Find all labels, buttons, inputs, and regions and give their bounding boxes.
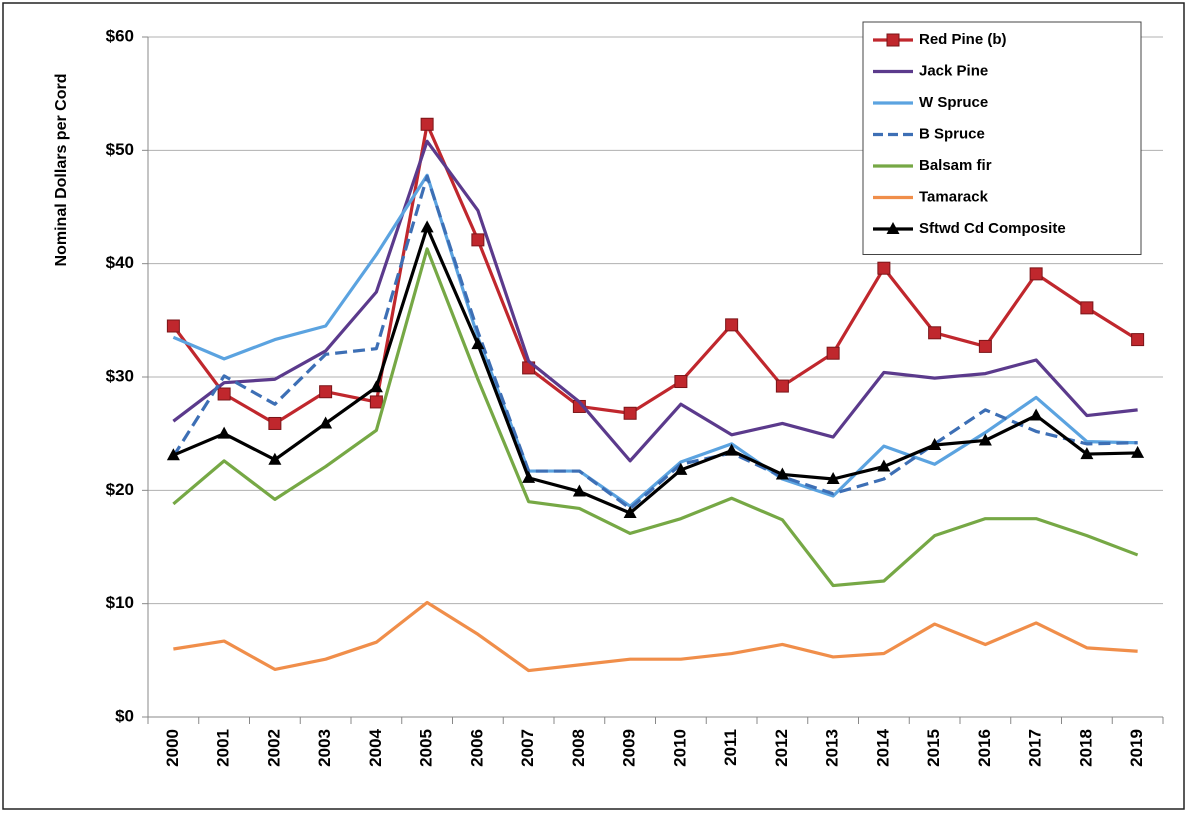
point-marker — [1131, 333, 1145, 347]
point-marker — [319, 416, 333, 429]
legend: Red Pine (b) Jack Pine W Spruce B Spruce Bal… — [862, 21, 1142, 255]
point-marker — [978, 433, 992, 446]
x-tick-label: 2001 — [214, 729, 233, 767]
x-tick-label: 2016 — [975, 729, 994, 767]
x-tick-label: 2005 — [417, 729, 436, 767]
point-marker — [775, 467, 789, 480]
point-marker — [471, 233, 485, 247]
x-tick-label: 2018 — [1076, 729, 1095, 767]
point-marker — [166, 319, 180, 333]
point-marker — [775, 379, 789, 393]
point-marker — [725, 443, 739, 456]
legend-label: B Spruce — [919, 125, 985, 142]
x-tick-label: 2003 — [315, 729, 334, 767]
point-marker — [1080, 447, 1094, 460]
point-marker — [725, 318, 739, 332]
point-marker — [268, 452, 282, 465]
legend-label: Balsam fir — [919, 157, 992, 174]
point-marker — [1029, 267, 1043, 281]
y-tick-label: $0 — [115, 706, 134, 725]
point-marker — [369, 395, 383, 409]
x-tick-label: 2013 — [823, 729, 842, 767]
y-tick-label: $60 — [106, 26, 134, 45]
point-marker — [877, 261, 891, 275]
x-tick-label: 2014 — [873, 728, 892, 766]
point-marker — [217, 387, 231, 401]
point-marker — [1029, 408, 1043, 421]
point-marker — [420, 117, 434, 131]
point-marker — [826, 346, 840, 360]
series-line — [172, 225, 1138, 515]
point-marker — [471, 337, 485, 350]
series-line — [172, 122, 1139, 426]
x-tick-label: 2017 — [1026, 729, 1045, 767]
point-marker — [369, 380, 383, 393]
legend-box — [862, 21, 1142, 255]
legend-label: Tamarack — [919, 188, 989, 205]
y-axis-label: Nominal Dollars per Cord — [53, 74, 70, 267]
point-marker — [674, 462, 688, 475]
y-tick-label: $40 — [106, 253, 134, 272]
point-marker — [623, 506, 637, 518]
point-marker — [217, 426, 231, 439]
x-tick-label: 2011 — [721, 729, 740, 766]
x-tick-label: 2015 — [924, 729, 943, 767]
x-tick-label: 2002 — [264, 729, 283, 767]
y-tick-label: $30 — [106, 366, 134, 385]
point-marker — [319, 385, 333, 399]
series-line — [172, 139, 1138, 463]
point-marker — [674, 375, 688, 389]
x-tick-label: 2004 — [366, 728, 385, 766]
point-marker — [978, 339, 992, 353]
legend-label: Red Pine (b) — [919, 31, 1007, 48]
point-marker — [1080, 301, 1094, 315]
legend-label: W Spruce — [919, 94, 988, 111]
legend-marker — [886, 222, 900, 234]
x-tick-label: 2009 — [620, 729, 639, 767]
point-marker — [1131, 445, 1145, 458]
x-tick-label: 2006 — [467, 729, 486, 767]
series-line — [172, 173, 1138, 508]
series-line — [173, 600, 1138, 673]
point-marker — [166, 448, 180, 461]
series-line — [172, 247, 1139, 588]
x-tick-label: 2008 — [569, 729, 588, 767]
legend-label: Jack Pine — [919, 62, 988, 79]
point-marker — [420, 220, 434, 233]
point-marker — [877, 459, 891, 472]
point-marker — [928, 438, 942, 450]
x-tick-label: 2000 — [163, 729, 182, 767]
legend-marker — [886, 33, 900, 47]
y-tick-label: $50 — [106, 140, 134, 159]
x-tick-label: 2007 — [518, 729, 537, 767]
x-tick-label: 2012 — [772, 729, 791, 767]
point-marker — [268, 416, 282, 430]
legend-label: Sftwd Cd Composite — [919, 220, 1066, 237]
y-tick-label: $20 — [106, 480, 134, 499]
point-marker — [572, 484, 586, 497]
x-tick-label: 2010 — [670, 729, 689, 767]
point-marker — [623, 406, 637, 420]
point-marker — [928, 326, 942, 340]
y-tick-label: $10 — [106, 593, 134, 612]
point-marker — [522, 470, 536, 483]
point-marker — [826, 472, 840, 484]
x-tick-label: 2019 — [1127, 729, 1146, 767]
